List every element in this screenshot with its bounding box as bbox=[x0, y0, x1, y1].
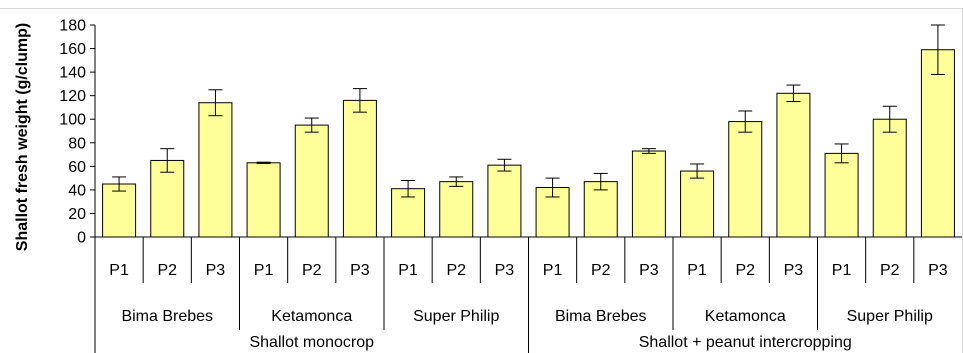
x-tick-label: P2 bbox=[591, 262, 611, 279]
x-tick-label: P3 bbox=[206, 262, 226, 279]
bar bbox=[824, 152, 859, 238]
bar bbox=[872, 118, 907, 238]
bar bbox=[439, 181, 474, 238]
x-tick-label: P1 bbox=[254, 262, 274, 279]
bar bbox=[150, 159, 185, 238]
y-tick-label: 0 bbox=[77, 230, 86, 247]
y-tick-label: 60 bbox=[68, 159, 86, 176]
bar bbox=[102, 183, 137, 238]
variety-label: Bima Brebes bbox=[555, 308, 647, 325]
y-tick-label: 180 bbox=[59, 18, 86, 35]
bar bbox=[631, 150, 666, 238]
variety-label: Ketamonca bbox=[271, 308, 352, 325]
bar bbox=[294, 124, 329, 238]
plot-area: 0 20 40 60 80 100 120 140 160 180 P1 P2 P3 Bima Brebe… bbox=[59, 18, 962, 353]
x-tick-label: P3 bbox=[495, 262, 515, 279]
x-tick-label: P2 bbox=[735, 262, 755, 279]
x-tick-label: P3 bbox=[928, 262, 948, 279]
x-tick-label: P3 bbox=[350, 262, 370, 279]
bar bbox=[487, 164, 522, 238]
bar bbox=[920, 49, 955, 238]
y-axis-title: Shallot fresh weight (g/clump) bbox=[14, 23, 31, 251]
group-label: Shallot + peanut intercropping bbox=[639, 334, 852, 351]
bar bbox=[728, 121, 763, 238]
x-tick-label: P2 bbox=[446, 262, 466, 279]
y-tick-label: 40 bbox=[68, 182, 86, 199]
x-tick-label: P1 bbox=[687, 262, 707, 279]
x-tick-label: P1 bbox=[398, 262, 418, 279]
y-tick-label: 160 bbox=[59, 41, 86, 58]
bar bbox=[776, 92, 811, 238]
x-tick-label: P3 bbox=[784, 262, 804, 279]
y-tick-label: 20 bbox=[68, 206, 86, 223]
group-label: Shallot monocrop bbox=[249, 334, 374, 351]
variety-label: Ketamonca bbox=[705, 308, 786, 325]
y-tick-label: 80 bbox=[68, 135, 86, 152]
bar bbox=[583, 181, 618, 238]
x-tick-label: P2 bbox=[157, 262, 177, 279]
x-tick-label: P1 bbox=[543, 262, 563, 279]
x-tick-label: P1 bbox=[109, 262, 129, 279]
variety-label: Super Philip bbox=[413, 308, 499, 325]
bar bbox=[198, 102, 233, 238]
x-tick-label: P2 bbox=[302, 262, 322, 279]
bar bbox=[246, 162, 281, 238]
x-tick-label: P2 bbox=[880, 262, 900, 279]
y-tick-label: 140 bbox=[59, 65, 86, 82]
variety-label: Bima Brebes bbox=[121, 308, 213, 325]
y-tick-label: 120 bbox=[59, 88, 86, 105]
x-tick-label: P3 bbox=[639, 262, 659, 279]
bar bbox=[680, 170, 715, 238]
variety-label: Super Philip bbox=[847, 308, 933, 325]
y-tick-label: 100 bbox=[59, 112, 86, 129]
bar bbox=[342, 99, 377, 238]
x-tick-label: P1 bbox=[832, 262, 852, 279]
